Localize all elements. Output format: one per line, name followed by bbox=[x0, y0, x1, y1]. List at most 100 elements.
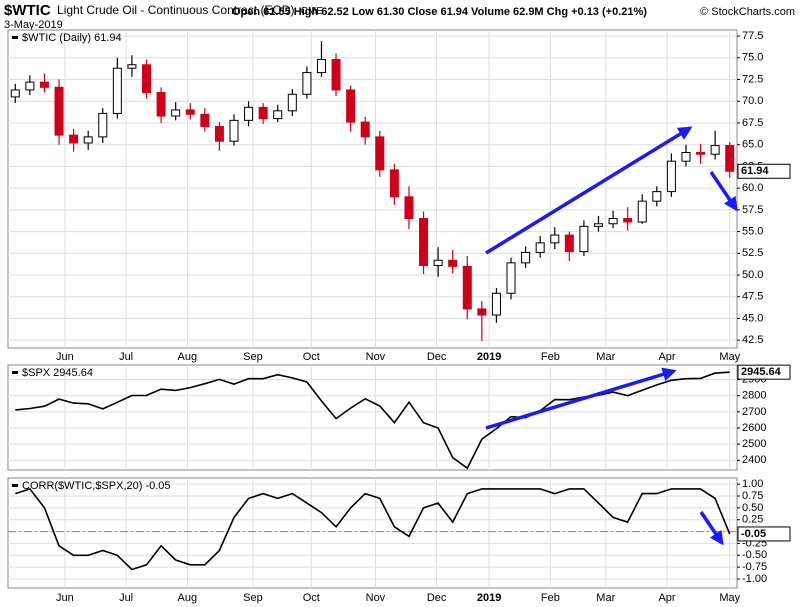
date: 3-May-2019 bbox=[4, 19, 63, 31]
x-tick-label: 2019 bbox=[477, 351, 501, 363]
x-tick-label: Aug bbox=[178, 351, 198, 363]
y-tick-label: 65.0 bbox=[742, 139, 763, 151]
x-tick-label: Feb bbox=[541, 351, 560, 363]
last-value-box bbox=[737, 163, 791, 179]
candle-body bbox=[83, 136, 93, 144]
quote: Open 61.55 High 62.52 Low 61.30 Close 61… bbox=[232, 6, 647, 18]
candle-body bbox=[710, 145, 720, 155]
x-tick-label: 2019 bbox=[477, 592, 501, 604]
y-tick-label: 77.5 bbox=[742, 30, 763, 42]
y-tick-label: 67.5 bbox=[742, 117, 763, 129]
candle-body bbox=[98, 112, 108, 138]
x-tick-label: Apr bbox=[658, 592, 675, 604]
x-tick-label: Oct bbox=[303, 351, 320, 363]
line-series bbox=[15, 487, 731, 571]
last-value-label: -0.05 bbox=[741, 528, 766, 540]
candle-body bbox=[491, 292, 501, 316]
candle-body bbox=[25, 81, 35, 91]
y-tick-label: 2600 bbox=[742, 422, 766, 434]
x-tick-label: Dec bbox=[427, 592, 447, 604]
candle-body bbox=[652, 191, 662, 202]
x-tick-label: Dec bbox=[427, 351, 447, 363]
candle-body bbox=[593, 223, 603, 227]
candle-body bbox=[127, 64, 137, 69]
x-tick-label: Nov bbox=[366, 592, 386, 604]
candle-body bbox=[681, 152, 691, 162]
y-tick-label: 2700 bbox=[742, 406, 766, 418]
candle-body bbox=[10, 89, 20, 98]
x-tick-label: Jun bbox=[56, 351, 74, 363]
candle-body bbox=[433, 259, 443, 266]
x-tick-label: Mar bbox=[596, 592, 615, 604]
annotations bbox=[485, 126, 738, 546]
x-tick-label: Sep bbox=[243, 351, 263, 363]
candle-body bbox=[623, 218, 633, 223]
x-tick-label: Nov bbox=[366, 351, 386, 363]
last-value-box bbox=[737, 526, 791, 542]
candle-body bbox=[258, 106, 268, 120]
arrow bbox=[485, 126, 693, 255]
candle-body bbox=[564, 234, 574, 253]
instrument-name: Light Crude Oil - Continuous Contract (E… bbox=[57, 3, 294, 17]
candle-body bbox=[608, 218, 618, 225]
y-tick-label: 70.0 bbox=[742, 95, 763, 107]
candle-body bbox=[142, 64, 152, 94]
x-tick-label: Apr bbox=[658, 351, 675, 363]
exchange: CME bbox=[301, 6, 324, 17]
x-tick-label: Jul bbox=[119, 592, 133, 604]
arrow bbox=[709, 171, 738, 212]
legend: $SPX 2945.64 bbox=[22, 367, 93, 379]
y-tick-label: 57.5 bbox=[742, 204, 763, 216]
candle-body bbox=[550, 234, 560, 244]
x-tick-label: Feb bbox=[541, 592, 560, 604]
legend-marker bbox=[12, 36, 18, 39]
y-tick-label: 47.5 bbox=[742, 291, 763, 303]
legend-marker bbox=[12, 484, 18, 487]
last-value-box bbox=[737, 364, 791, 380]
candle-body bbox=[287, 93, 297, 112]
last-value-label: 61.94 bbox=[741, 165, 769, 177]
x-tick-label: Mar bbox=[596, 351, 615, 363]
y-tick-label: 52.5 bbox=[742, 247, 763, 259]
candle-body bbox=[521, 251, 531, 264]
candle-body bbox=[200, 113, 210, 127]
candle-body bbox=[273, 110, 283, 120]
arrow bbox=[485, 367, 677, 430]
y-tick-label: 0.50 bbox=[742, 502, 763, 514]
y-tick-label: 50.0 bbox=[742, 269, 763, 281]
candle-body bbox=[725, 145, 735, 172]
last-value-label: 2945.64 bbox=[741, 366, 782, 378]
y-tick-label: 72.5 bbox=[742, 73, 763, 85]
candle-body bbox=[696, 152, 706, 155]
candle-body bbox=[229, 119, 239, 142]
candle-body bbox=[404, 196, 414, 220]
candle-body bbox=[185, 109, 195, 115]
candle-body bbox=[112, 67, 122, 114]
plot-area: Jun Jul Aug Sep Oct Nov Dec 2019 Feb Mar Apr May42.… bbox=[7, 29, 791, 604]
candle-body bbox=[54, 86, 64, 136]
candle-body bbox=[637, 200, 647, 223]
x-tick-label: Aug bbox=[178, 592, 198, 604]
candle-body bbox=[244, 106, 254, 121]
candle-body bbox=[346, 89, 356, 123]
candle-body bbox=[477, 308, 487, 316]
y-tick-label: 1.00 bbox=[742, 478, 763, 490]
y-tick-label: -0.50 bbox=[742, 549, 767, 561]
source: © StockCharts.com bbox=[700, 6, 795, 18]
legend-marker bbox=[12, 371, 18, 374]
candle-body bbox=[331, 59, 341, 91]
y-tick-label: 75.0 bbox=[742, 52, 763, 64]
x-tick-label: Jun bbox=[56, 592, 74, 604]
panel-frame bbox=[7, 364, 738, 471]
candle-body bbox=[535, 242, 545, 253]
candle-body bbox=[666, 160, 676, 193]
candle-body bbox=[506, 262, 516, 294]
candle-body bbox=[316, 59, 326, 74]
y-tick-label: 2400 bbox=[742, 454, 766, 466]
y-tick-label: 2800 bbox=[742, 390, 766, 402]
candle-body bbox=[419, 218, 429, 266]
y-tick-label: -0.75 bbox=[742, 561, 767, 573]
candle-body bbox=[171, 109, 181, 117]
candle-body bbox=[302, 72, 312, 95]
